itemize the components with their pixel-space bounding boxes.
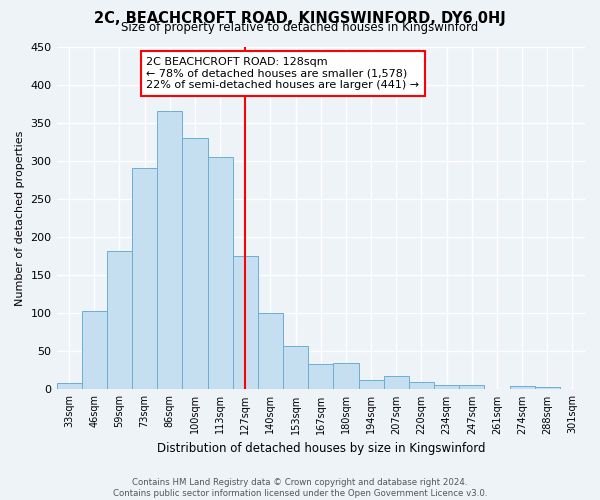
Bar [359,380,383,390]
Bar [157,112,182,390]
Text: 2C BEACHCROFT ROAD: 128sqm
← 78% of detached houses are smaller (1,578)
22% of s: 2C BEACHCROFT ROAD: 128sqm ← 78% of deta… [146,57,419,90]
Bar [383,376,409,390]
X-axis label: Distribution of detached houses by size in Kingswinford: Distribution of detached houses by size … [157,442,485,455]
Bar [308,364,334,390]
Bar [233,256,258,390]
Bar [535,387,560,390]
Text: 2C, BEACHCROFT ROAD, KINGSWINFORD, DY6 0HJ: 2C, BEACHCROFT ROAD, KINGSWINFORD, DY6 0… [94,11,506,26]
Bar [56,384,82,390]
Y-axis label: Number of detached properties: Number of detached properties [15,130,25,306]
Bar [334,363,359,390]
Bar [434,385,459,390]
Bar [82,311,107,390]
Bar [509,386,535,390]
Bar [409,382,434,390]
Bar [132,168,157,390]
Bar [258,313,283,390]
Text: Contains HM Land Registry data © Crown copyright and database right 2024.
Contai: Contains HM Land Registry data © Crown c… [113,478,487,498]
Bar [208,157,233,390]
Bar [283,346,308,390]
Bar [107,252,132,390]
Bar [182,138,208,390]
Text: Size of property relative to detached houses in Kingswinford: Size of property relative to detached ho… [121,22,479,35]
Bar [459,385,484,390]
